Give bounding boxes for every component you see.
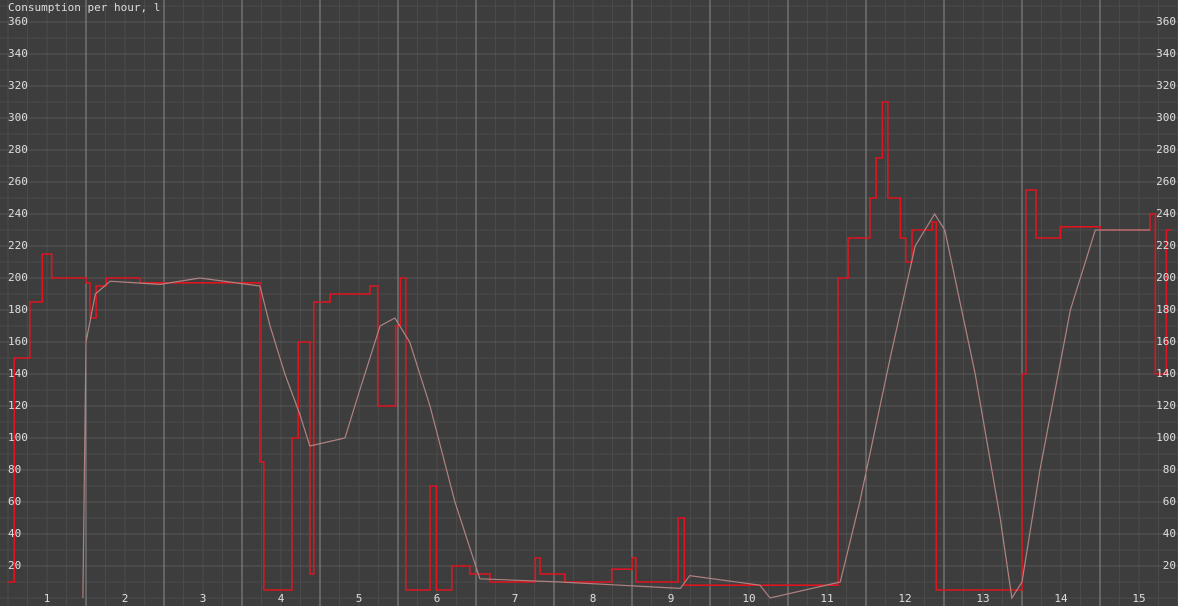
x-tick-label: 3 <box>200 592 207 605</box>
y-tick-label-right: 300 <box>1156 111 1176 124</box>
y-tick-label-right: 340 <box>1156 47 1176 60</box>
series-line <box>8 101 1172 591</box>
y-tick-label: 200 <box>8 271 28 284</box>
x-tick-label: 7 <box>512 592 519 605</box>
y-tick-label-right: 180 <box>1156 303 1176 316</box>
y-tick-label-right: 120 <box>1156 399 1176 412</box>
y-tick-label: 220 <box>8 239 28 252</box>
y-tick-label: 160 <box>8 335 28 348</box>
x-tick-label: 5 <box>356 592 363 605</box>
chart-title: Consumption per hour, l <box>8 1 160 14</box>
x-tick-label: 8 <box>590 592 597 605</box>
y-tick-label: 20 <box>8 559 21 572</box>
y-tick-label-right: 40 <box>1163 527 1176 540</box>
marks <box>8 101 1172 600</box>
y-tick-label-right: 160 <box>1156 335 1176 348</box>
y-tick-label: 40 <box>8 527 21 540</box>
y-tick-label-right: 220 <box>1156 239 1176 252</box>
y-tick-label-right: 80 <box>1163 463 1176 476</box>
x-tick-label: 10 <box>742 592 755 605</box>
x-tick-label: 13 <box>976 592 989 605</box>
x-tick-label: 1 <box>44 592 51 605</box>
y-tick-label: 260 <box>8 175 28 188</box>
x-tick-label: 12 <box>898 592 911 605</box>
y-tick-label: 60 <box>8 495 21 508</box>
x-tick-label: 11 <box>820 592 833 605</box>
y-tick-label-right: 20 <box>1163 559 1176 572</box>
y-tick-label: 80 <box>8 463 21 476</box>
y-tick-label: 340 <box>8 47 28 60</box>
x-tick-label: 6 <box>434 592 441 605</box>
y-tick-label-right: 320 <box>1156 79 1176 92</box>
y-tick-label: 120 <box>8 399 28 412</box>
y-tick-label-right: 280 <box>1156 143 1176 156</box>
y-tick-label: 300 <box>8 111 28 124</box>
y-tick-label-right: 100 <box>1156 431 1176 444</box>
series-line <box>82 212 1150 600</box>
y-tick-label: 320 <box>8 79 28 92</box>
y-tick-label-right: 360 <box>1156 15 1176 28</box>
y-tick-label-right: 140 <box>1156 367 1176 380</box>
x-tick-label: 15 <box>1132 592 1145 605</box>
labels: 20 20 40 40 60 60 80 80 100 100 120 120 140 140 160 160… <box>8 15 1176 605</box>
x-tick-label: 14 <box>1054 592 1068 605</box>
x-tick-label: 9 <box>668 592 675 605</box>
y-tick-label-right: 260 <box>1156 175 1176 188</box>
x-tick-label: 2 <box>122 592 129 605</box>
y-tick-label-right: 200 <box>1156 271 1176 284</box>
y-tick-label: 240 <box>8 207 28 220</box>
y-tick-label: 360 <box>8 15 28 28</box>
y-tick-label-right: 240 <box>1156 207 1176 220</box>
y-tick-label: 180 <box>8 303 28 316</box>
y-tick-label: 140 <box>8 367 28 380</box>
y-tick-label: 280 <box>8 143 28 156</box>
y-tick-label: 100 <box>8 431 28 444</box>
x-tick-label: 4 <box>278 592 285 605</box>
y-tick-label-right: 60 <box>1163 495 1176 508</box>
